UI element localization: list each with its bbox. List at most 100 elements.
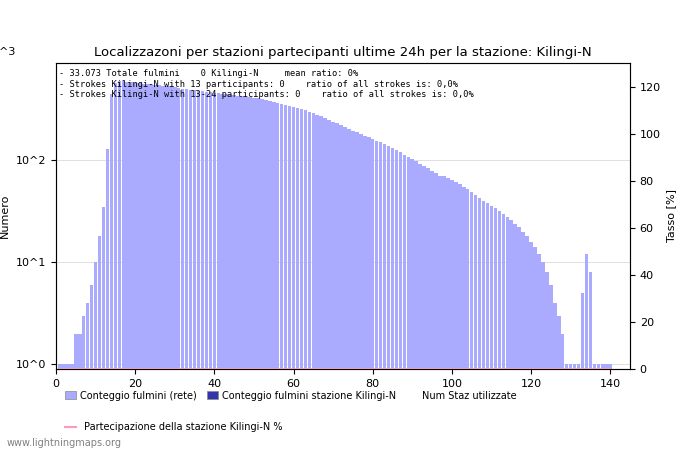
Bar [398, 152, 402, 450]
Bar [414, 161, 418, 450]
Bar [541, 262, 545, 450]
Bar [189, 90, 192, 450]
Bar [474, 195, 477, 450]
Bar [204, 92, 208, 450]
Bar [240, 96, 244, 450]
Bar [70, 364, 74, 450]
Bar [383, 144, 386, 450]
Bar [573, 364, 576, 450]
Bar [454, 182, 458, 450]
Bar [252, 98, 256, 450]
Bar [537, 254, 540, 450]
Bar [351, 130, 355, 450]
Bar [426, 168, 430, 450]
Bar [98, 236, 102, 450]
Title: Localizzazoni per stazioni partecipanti ultime 24h per la stazione: Kilingi-N: Localizzazoni per stazioni partecipanti … [94, 46, 592, 59]
Bar [225, 94, 228, 450]
Bar [304, 110, 307, 450]
Legend: Conteggio fulmini (rete), Conteggio fulmini stazione Kilingi-N, Num Staz utilizz: Conteggio fulmini (rete), Conteggio fulm… [61, 387, 520, 405]
Bar [118, 81, 121, 450]
Bar [122, 81, 125, 450]
Bar [557, 315, 561, 450]
Bar [86, 303, 90, 450]
Bar [335, 123, 339, 450]
Bar [295, 108, 300, 450]
Bar [268, 101, 272, 450]
Bar [193, 90, 196, 450]
Text: 10^3: 10^3 [0, 47, 16, 57]
Bar [355, 132, 358, 450]
Bar [608, 364, 612, 450]
Bar [177, 88, 181, 450]
Bar [165, 86, 169, 450]
Bar [82, 315, 85, 450]
Bar [577, 364, 580, 450]
Bar [201, 91, 204, 450]
Bar [438, 176, 442, 450]
Bar [181, 89, 185, 450]
Bar [529, 242, 533, 450]
Bar [545, 272, 549, 450]
Bar [209, 92, 212, 450]
Bar [288, 106, 291, 450]
Bar [256, 99, 260, 450]
Bar [74, 333, 78, 450]
Legend: Partecipazione della stazione Kilingi-N %: Partecipazione della stazione Kilingi-N … [61, 418, 286, 436]
Bar [276, 103, 279, 450]
Bar [581, 293, 584, 450]
Bar [149, 85, 153, 450]
Bar [434, 173, 438, 450]
Bar [553, 303, 556, 450]
Bar [146, 84, 149, 450]
Bar [482, 201, 485, 450]
Bar [284, 104, 288, 450]
Bar [596, 364, 600, 450]
Bar [213, 93, 216, 450]
Bar [157, 85, 161, 450]
Bar [517, 227, 521, 450]
Bar [260, 99, 264, 450]
Bar [498, 211, 501, 450]
Bar [328, 120, 331, 450]
Bar [244, 97, 248, 450]
Bar [379, 142, 382, 450]
Bar [402, 154, 406, 450]
Bar [248, 97, 252, 450]
Bar [134, 83, 137, 450]
Bar [363, 136, 367, 450]
Bar [125, 82, 129, 450]
Bar [220, 94, 224, 450]
Bar [510, 220, 513, 450]
Bar [601, 364, 604, 450]
Bar [62, 364, 66, 450]
Bar [593, 364, 596, 450]
Bar [584, 254, 588, 450]
Bar [458, 184, 461, 450]
Bar [490, 206, 493, 450]
Bar [466, 189, 470, 450]
Bar [410, 159, 414, 450]
Bar [185, 90, 188, 450]
Bar [501, 214, 505, 450]
Bar [569, 364, 573, 450]
Bar [446, 178, 449, 450]
Bar [395, 150, 398, 450]
Bar [430, 171, 434, 450]
Bar [102, 207, 105, 450]
Bar [264, 100, 267, 450]
Bar [141, 84, 145, 450]
Bar [486, 203, 489, 450]
Text: - 33.073 Totale fulmini    0 Kilingi-N     mean ratio: 0%
- Strokes Kilingi-N wi: - 33.073 Totale fulmini 0 Kilingi-N mean… [59, 69, 474, 99]
Bar [153, 85, 157, 450]
Bar [316, 115, 319, 450]
Text: www.lightningmaps.org: www.lightningmaps.org [7, 438, 122, 448]
Bar [340, 126, 343, 450]
Bar [307, 112, 311, 450]
Bar [130, 82, 133, 450]
Bar [228, 94, 232, 450]
Bar [113, 83, 117, 450]
Bar [589, 272, 592, 450]
Bar [78, 333, 81, 450]
Bar [300, 109, 303, 450]
Y-axis label: Numero: Numero [0, 194, 10, 238]
